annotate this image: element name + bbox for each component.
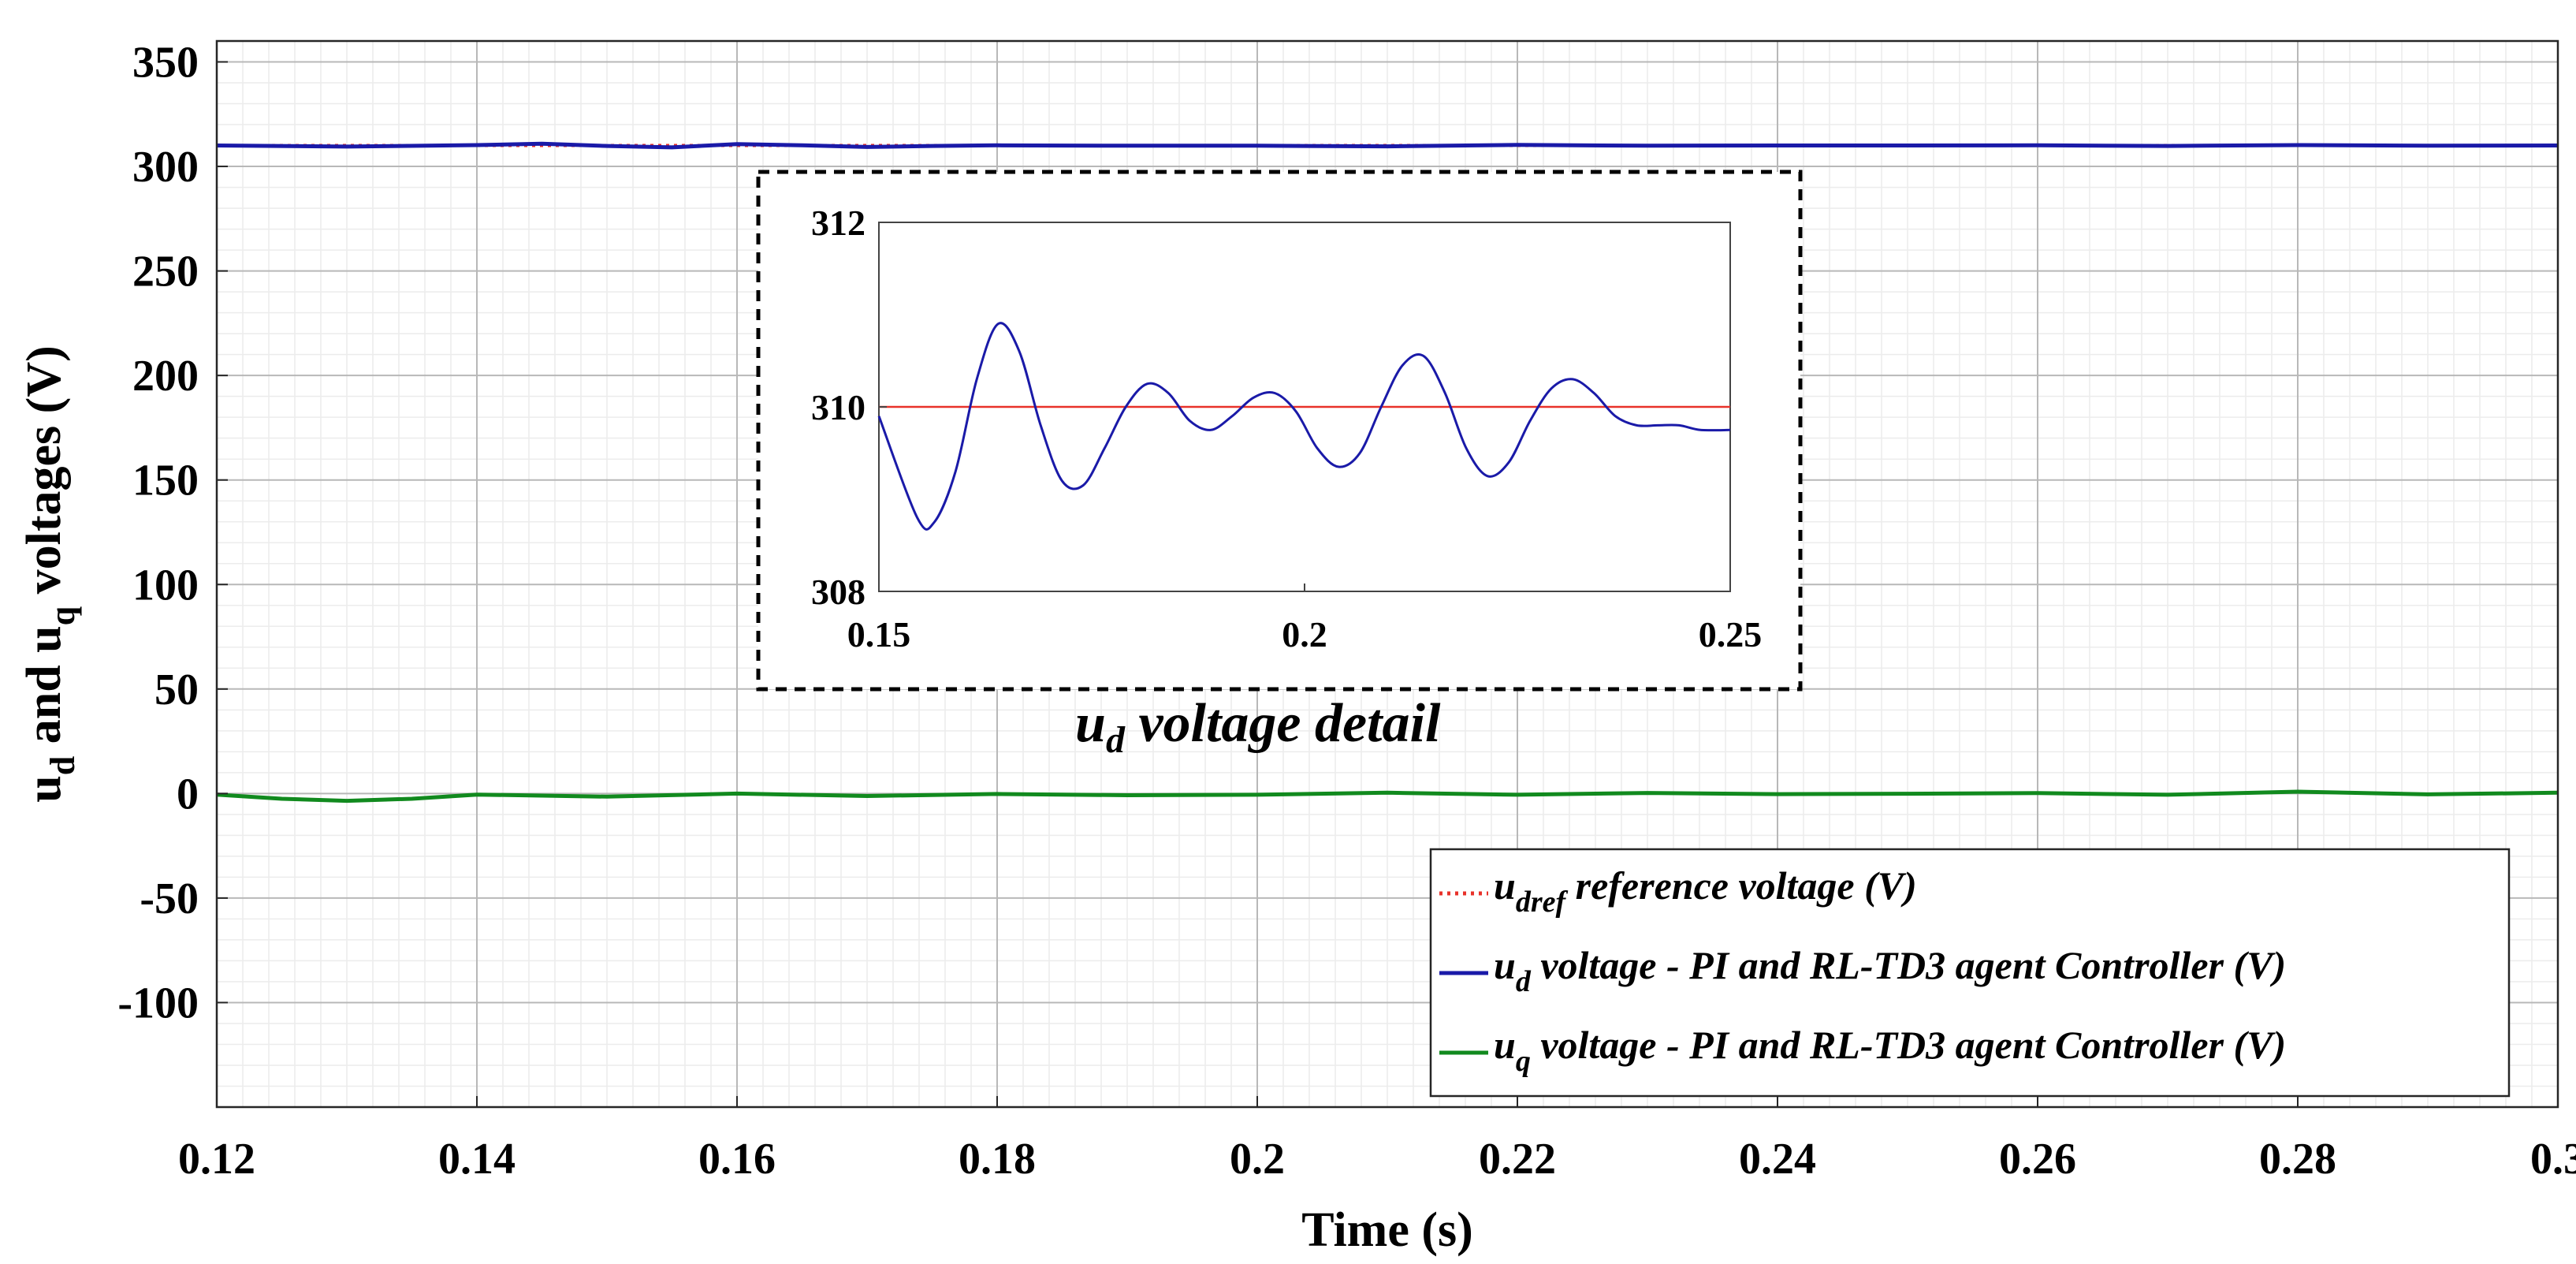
series-line-uq xyxy=(216,789,2559,804)
legend-entry-ud: ud voltage - PI and RL-TD3 agent Control… xyxy=(1494,943,2286,998)
x-tick-label: 0.2 xyxy=(1230,1135,1285,1184)
legend-entry-udref: udref reference voltage (V) xyxy=(1494,863,1917,919)
y-tick-label: 350 xyxy=(132,39,199,88)
y-tick-label: -100 xyxy=(117,979,199,1027)
x-tick-labels: 0.12 0.14 0.16 0.18 0.2 0.22 0.24 0.26 0.28 0.3 xyxy=(178,1096,2576,1184)
y-tick-label: 50 xyxy=(154,666,199,714)
y-tick-label: 100 xyxy=(132,561,199,610)
plot-frame xyxy=(215,39,2559,1109)
y-axis-label-sub-d: d xyxy=(43,756,82,775)
y-axis-label-sub-q: q xyxy=(43,606,82,625)
inset-caption-sub: d xyxy=(1106,719,1126,761)
y-tick-label: 300 xyxy=(132,143,199,192)
inset-x-tick-label: 0.15 xyxy=(847,614,911,654)
x-tick-label: 0.22 xyxy=(1479,1135,1556,1184)
inset-series-line-ud xyxy=(877,322,1731,531)
x-tick-label: 0.18 xyxy=(959,1135,1036,1184)
x-tick-label: 0.3 xyxy=(2530,1135,2576,1184)
x-tick-label: 0.14 xyxy=(438,1135,516,1184)
x-axis-label: Time (s) xyxy=(1301,1203,1473,1257)
series-line-ud xyxy=(216,141,2559,150)
x-tick-label: 0.26 xyxy=(1999,1135,2076,1184)
x-tick-label: 0.16 xyxy=(698,1135,776,1184)
legend: udref reference voltage (V) ud voltage -… xyxy=(1429,848,2511,1098)
y-tick-label: -50 xyxy=(140,874,199,923)
inset-caption: ud voltage detail xyxy=(1075,693,1441,761)
y-tick-label: 250 xyxy=(132,248,199,296)
inset-series-layer xyxy=(877,322,1731,531)
y-tick-label: 150 xyxy=(132,457,199,505)
inset-y-tick-label: 310 xyxy=(811,387,865,427)
inset-y-tick-labels: 308 310 312 xyxy=(811,203,887,612)
legend-entry-uq: uq voltage - PI and RL-TD3 agent Control… xyxy=(1494,1023,2286,1078)
series-layer xyxy=(216,141,2559,804)
y-tick-label: 0 xyxy=(177,770,199,818)
x-tick-label: 0.24 xyxy=(1739,1135,1816,1184)
y-axis-label: ud and uq voltages (V) xyxy=(17,345,82,803)
inset-y-tick-label: 312 xyxy=(811,203,865,243)
y-tick-label: 200 xyxy=(132,352,199,401)
inset-x-tick-label: 0.2 xyxy=(1282,614,1327,654)
y-tick-labels: -100 -50 0 50 100 150 200 250 300 350 xyxy=(117,39,228,1027)
inset-y-tick-label: 308 xyxy=(811,572,865,612)
inset: 0.15 0.2 0.25 308 310 312 ud voltage detail xyxy=(756,170,1803,761)
inset-x-tick-label: 0.25 xyxy=(1699,614,1763,654)
inset-x-tick-labels: 0.15 0.2 0.25 xyxy=(847,584,1763,654)
x-tick-label: 0.12 xyxy=(178,1135,255,1184)
x-tick-label: 0.28 xyxy=(2259,1135,2336,1184)
legend-box xyxy=(1429,848,2511,1098)
